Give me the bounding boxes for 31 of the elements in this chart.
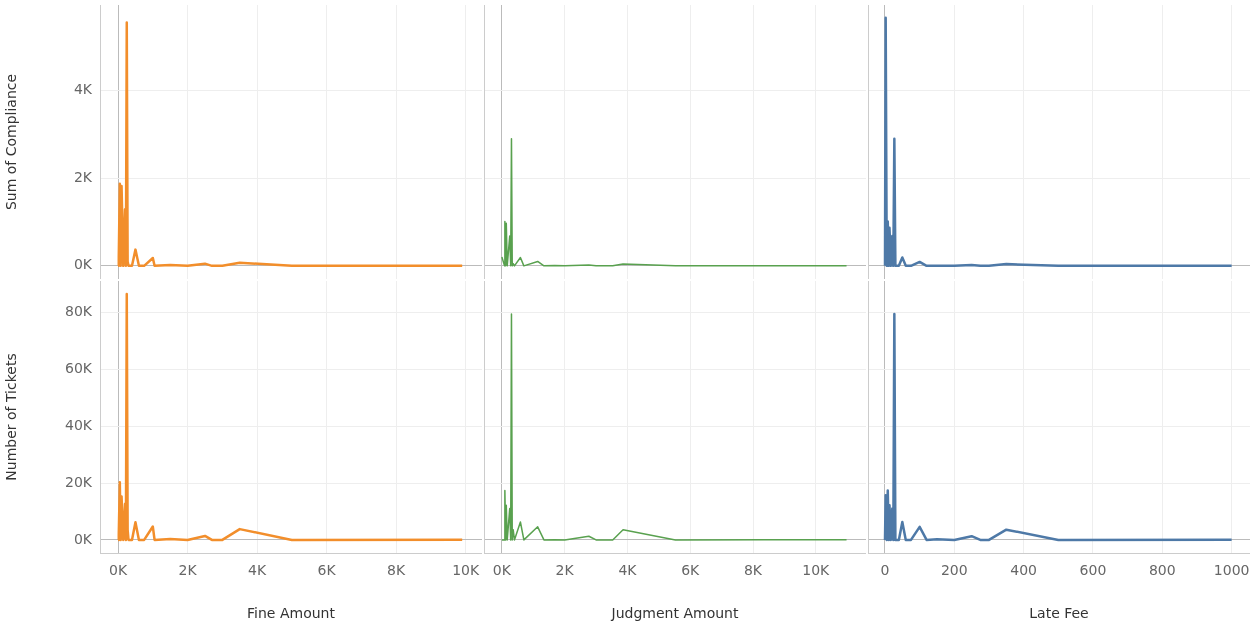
x-tick-label: 4K xyxy=(248,562,267,579)
x-tick-label: 4K xyxy=(618,562,638,579)
x-tick-label: 400 xyxy=(1010,562,1038,579)
x-tick-label: 2K xyxy=(555,562,575,579)
x-tick-label: 2K xyxy=(178,562,198,579)
x-tick-label: 0 xyxy=(880,562,890,579)
y-tick-label: 4K xyxy=(73,81,93,98)
x-tick-label: 8K xyxy=(387,562,407,579)
y-tick-label: 0K xyxy=(73,256,93,273)
y-axis-title: Number of Tickets xyxy=(3,353,20,481)
x-axis-title: Fine Amount xyxy=(247,605,336,622)
y-tick-label: 60K xyxy=(65,359,93,376)
y-tick-label: 80K xyxy=(65,302,93,319)
y-tick-label: 2K xyxy=(73,168,93,185)
x-tick-label: 800 xyxy=(1148,562,1176,579)
x-tick-label: 6K xyxy=(317,562,337,579)
x-tick-label: 10K xyxy=(802,562,831,579)
y-tick-label: 0K xyxy=(73,530,93,547)
x-tick-label: 200 xyxy=(940,562,968,579)
x-tick-label: 600 xyxy=(1079,562,1107,579)
x-tick-label: 1000 xyxy=(1213,562,1250,579)
x-tick-label: 6K xyxy=(681,562,701,579)
x-axis-title: Late Fee xyxy=(1029,605,1089,622)
x-tick-label: 10K xyxy=(452,562,480,579)
x-axis-title: Judgment Amount xyxy=(610,605,739,622)
x-tick-label: 0K xyxy=(109,562,128,579)
x-tick-label: 0K xyxy=(492,562,512,579)
y-axis-title: Sum of Compliance xyxy=(3,73,20,211)
x-tick-label: 8K xyxy=(743,562,763,579)
y-tick-label: 20K xyxy=(65,473,93,490)
y-tick-label: 40K xyxy=(65,416,93,433)
